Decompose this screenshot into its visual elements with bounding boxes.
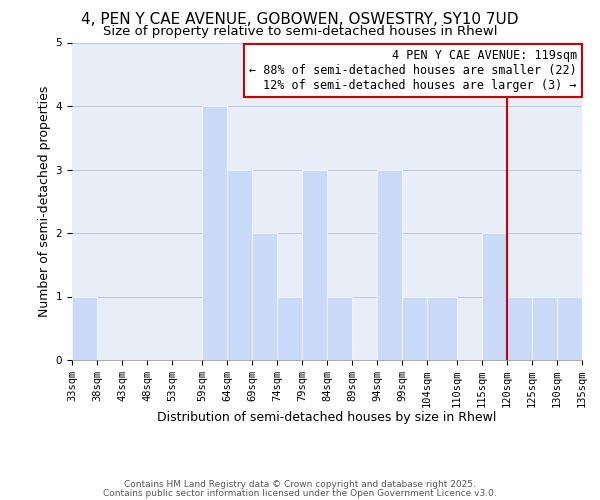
Bar (327, 296, 352, 360)
Text: Contains HM Land Registry data © Crown copyright and database right 2025.: Contains HM Land Registry data © Crown c… (124, 480, 476, 489)
Bar (72, 296, 97, 360)
Bar (402, 296, 427, 360)
X-axis label: Distribution of semi-detached houses by size in Rhewl: Distribution of semi-detached houses by … (157, 412, 497, 424)
Text: 4, PEN Y CAE AVENUE, GOBOWEN, OSWESTRY, SY10 7UD: 4, PEN Y CAE AVENUE, GOBOWEN, OSWESTRY, … (81, 12, 519, 28)
Bar (482, 233, 507, 360)
Bar (277, 296, 302, 360)
Bar (507, 296, 532, 360)
Text: 4 PEN Y CAE AVENUE: 119sqm
← 88% of semi-detached houses are smaller (22)
12% of: 4 PEN Y CAE AVENUE: 119sqm ← 88% of semi… (249, 49, 577, 92)
Bar (427, 296, 457, 360)
Bar (227, 170, 252, 360)
Bar (557, 296, 582, 360)
Text: Size of property relative to semi-detached houses in Rhewl: Size of property relative to semi-detach… (103, 25, 497, 38)
Bar (377, 170, 402, 360)
Bar (252, 233, 277, 360)
Bar (202, 106, 227, 360)
Bar (532, 296, 557, 360)
Y-axis label: Number of semi-detached properties: Number of semi-detached properties (38, 86, 52, 317)
Bar (302, 170, 327, 360)
Text: Contains public sector information licensed under the Open Government Licence v3: Contains public sector information licen… (103, 488, 497, 498)
